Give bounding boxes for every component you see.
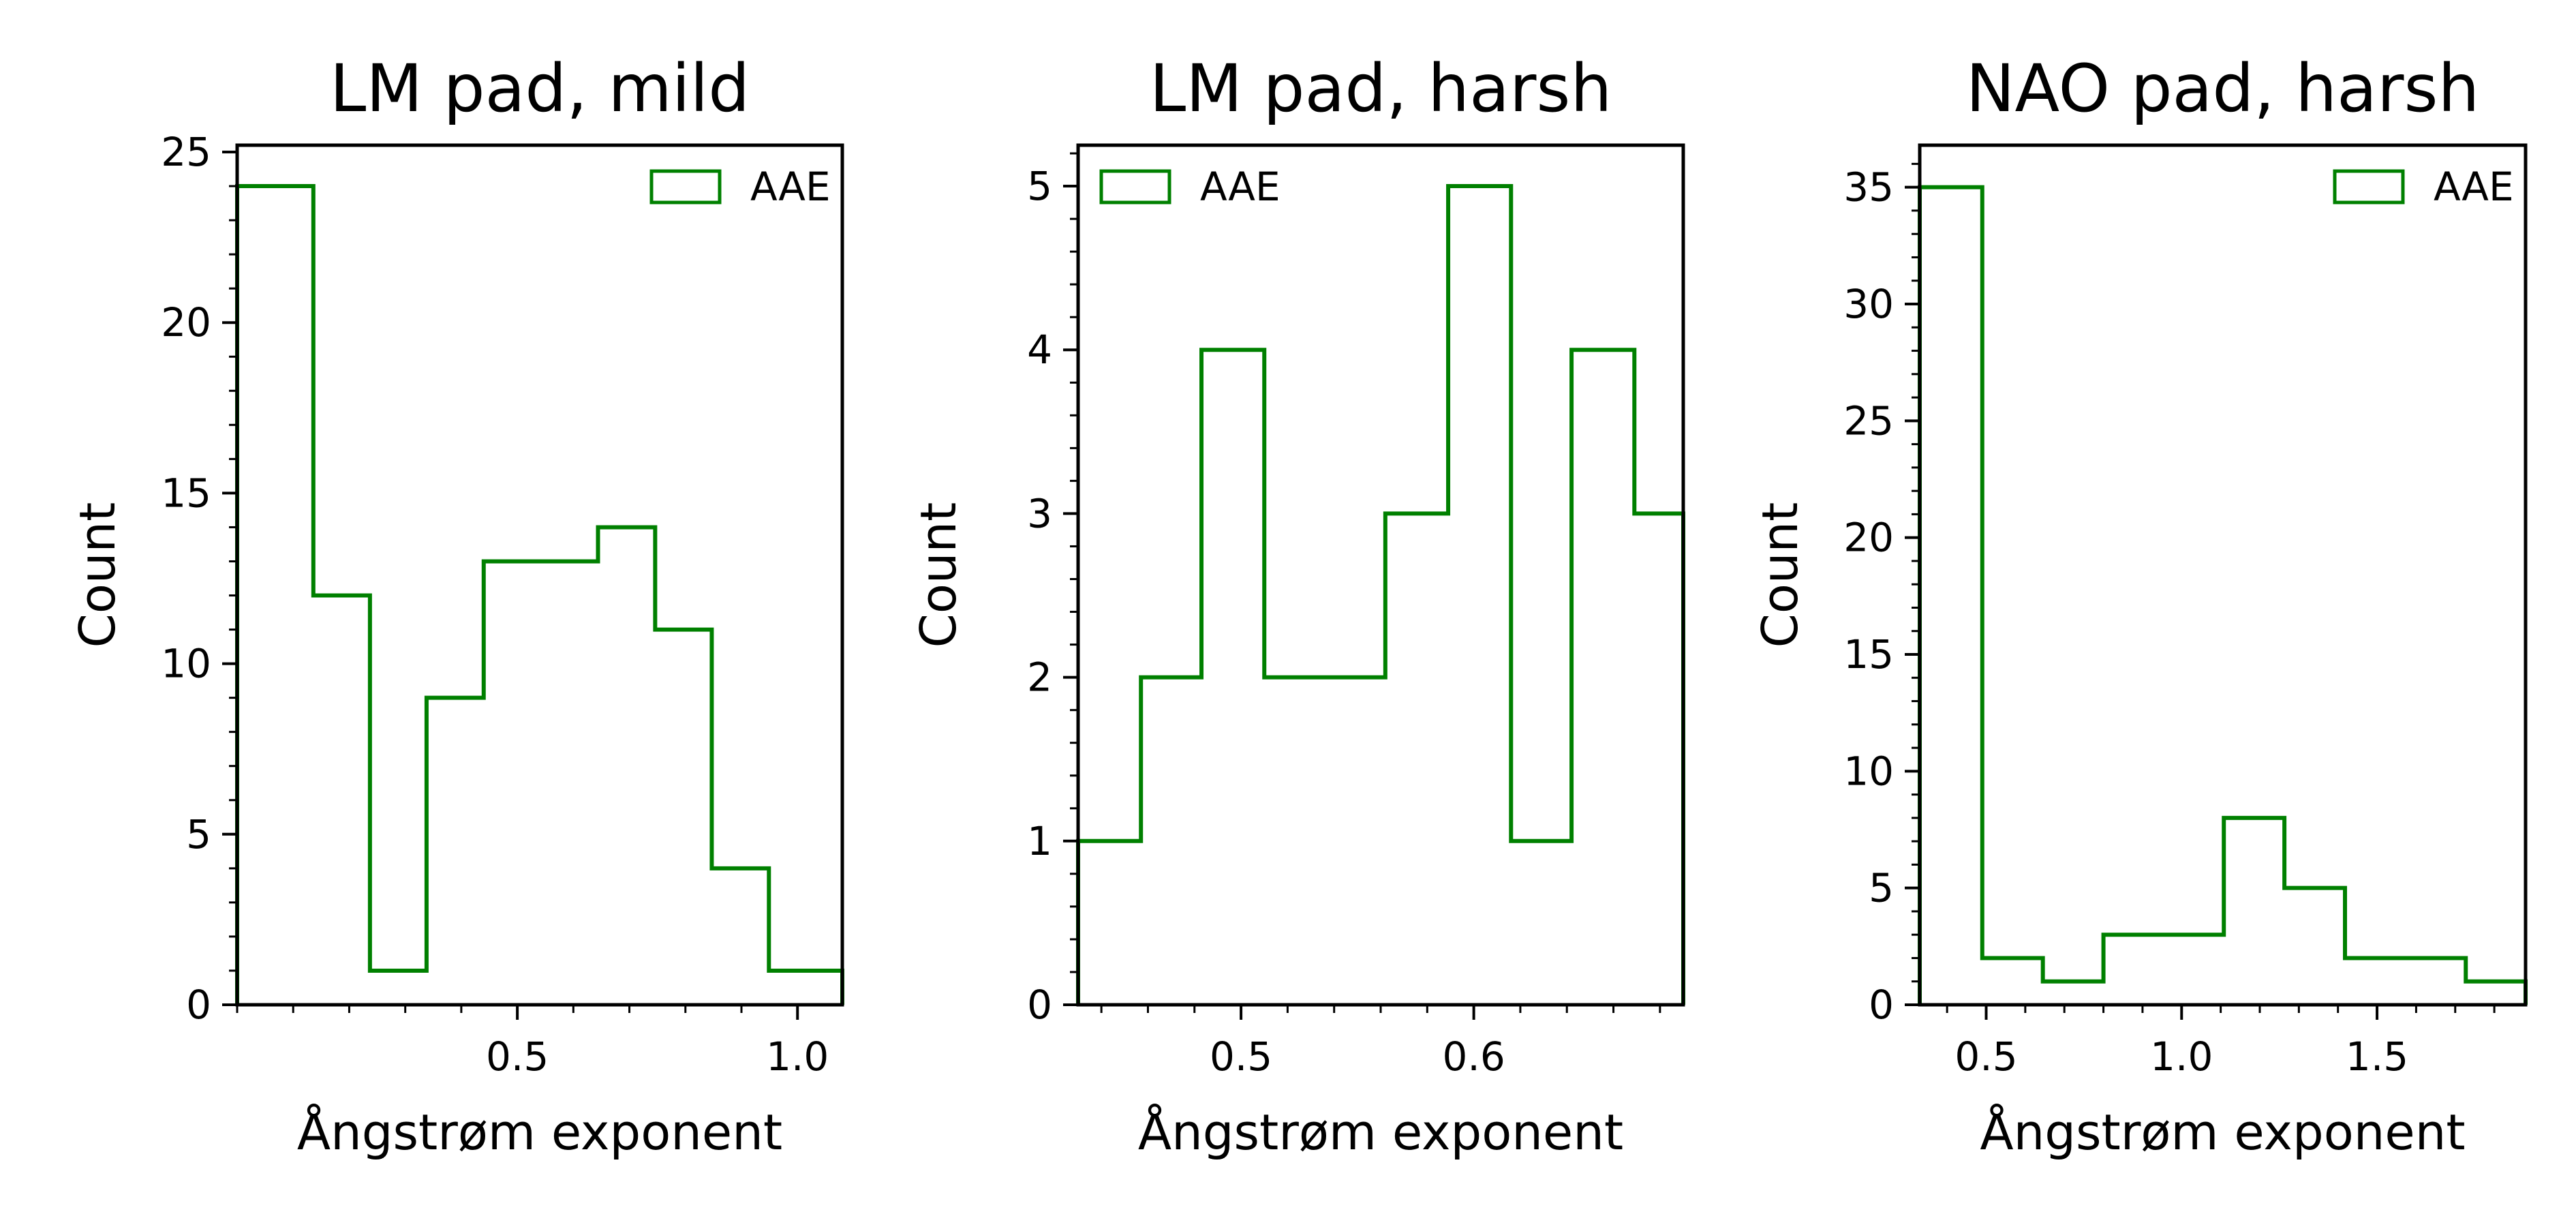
chart-title: LM pad, harsh: [1150, 50, 1612, 127]
y-tick-label: 5: [1027, 163, 1052, 209]
x-axis-label: Ångstrøm exponent: [1980, 1104, 2465, 1161]
y-tick-label: 5: [186, 811, 211, 858]
histogram-bin: [1448, 186, 1511, 1005]
legend-swatch: [649, 169, 722, 204]
histogram-bin: [237, 186, 313, 1005]
x-tick-label: 0.5: [1210, 1033, 1272, 1080]
x-tick-label: 0.5: [486, 1033, 549, 1080]
x-axis-label: Ångstrøm exponent: [1138, 1104, 1623, 1161]
histogram-bin: [655, 630, 711, 1005]
histogram-bin: [769, 971, 842, 1005]
y-tick-label: 15: [1843, 631, 1894, 678]
histogram-bin: [1201, 350, 1264, 1005]
y-axis-label: Count: [1751, 502, 1809, 648]
y-tick-label: 2: [1027, 654, 1052, 701]
y-tick-label: 3: [1027, 490, 1052, 536]
histogram-bin: [2104, 935, 2224, 1005]
y-axis-label: Count: [69, 502, 126, 648]
histogram-step-line: [235, 184, 844, 1005]
y-tick-label: 10: [161, 641, 211, 687]
y-tick-label: 20: [1843, 515, 1894, 561]
axes-frame: [1918, 143, 2528, 1007]
histogram-bin: [1634, 513, 1683, 1005]
histogram-bin: [598, 527, 656, 1005]
histogram-bin: [484, 561, 598, 1005]
y-tick-label: 0: [186, 982, 211, 1028]
y-tick-label: 25: [1843, 397, 1894, 444]
histogram-bin: [2284, 888, 2345, 1005]
histogram-bin: [1982, 958, 2043, 1005]
y-tick-label: 0: [1027, 982, 1052, 1028]
histogram-bin: [1511, 841, 1571, 1005]
panel-lm-pad-mild: 0 5 10 15 20 25 0.5 1.0 LM pad, mild Ångstrøm exp…: [69, 50, 844, 1161]
y-tick-label: 10: [1843, 748, 1894, 794]
y-tick-label: 5: [1869, 865, 1894, 911]
legend-swatch: [1099, 169, 1171, 204]
legend-label: AAE: [2434, 164, 2514, 210]
y-tick-label: 0: [1869, 982, 1894, 1028]
y-tick-label: 20: [161, 299, 211, 346]
y-tick-label: 4: [1027, 327, 1052, 373]
histogram-bin: [1078, 841, 1141, 1005]
histogram-bin: [1385, 513, 1448, 1005]
x-tick-label: 1.5: [2346, 1033, 2408, 1080]
x-axis-label: Ångstrøm exponent: [297, 1104, 782, 1161]
chart-title: LM pad, mild: [330, 50, 750, 127]
y-tick-label: 35: [1843, 164, 1894, 211]
y-tick-label: 1: [1027, 818, 1052, 864]
y-axis-label: Count: [910, 502, 967, 648]
histogram-bin: [2224, 818, 2284, 1005]
legend-label: AAE: [750, 164, 831, 210]
histogram-bin: [370, 971, 427, 1005]
histogram-bin: [427, 698, 484, 1005]
x-tick-label: 1.0: [2150, 1033, 2213, 1080]
legend-swatch: [2333, 169, 2405, 204]
legend-label: AAE: [1200, 164, 1281, 210]
histogram-bin: [313, 596, 370, 1005]
histogram-step-line: [1918, 185, 2528, 1005]
histogram-bin: [2345, 958, 2466, 1005]
y-tick-label: 25: [161, 129, 211, 175]
histogram-bin: [1264, 678, 1385, 1005]
axes-frame: [235, 143, 844, 1007]
histogram-bin: [1571, 350, 1634, 1005]
x-tick-label: 0.5: [1954, 1033, 2017, 1080]
histogram-step-line: [1076, 184, 1685, 1005]
histogram-bin: [1920, 187, 1982, 1005]
histogram-bin: [2043, 982, 2104, 1005]
y-tick-label: 15: [161, 470, 211, 516]
x-tick-label: 1.0: [766, 1033, 829, 1080]
panel-nao-pad-harsh: 0 5 10 15 20 25 30 35 0.5 1.0 1.5 NAO pad, harsh Ång…: [1751, 50, 2528, 1161]
histogram-bin: [711, 868, 769, 1005]
axes-frame: [1076, 143, 1685, 1007]
x-tick-label: 0.6: [1442, 1033, 1505, 1080]
histogram-bin: [2466, 982, 2526, 1005]
chart-title: NAO pad, harsh: [1966, 50, 2480, 127]
y-tick-label: 30: [1843, 281, 1894, 327]
histogram-bin: [1141, 678, 1201, 1005]
panel-lm-pad-harsh: 0 1 2 3 4 5 0.5 0.6 LM pad, harsh Ångstrøm expone…: [910, 50, 1685, 1161]
